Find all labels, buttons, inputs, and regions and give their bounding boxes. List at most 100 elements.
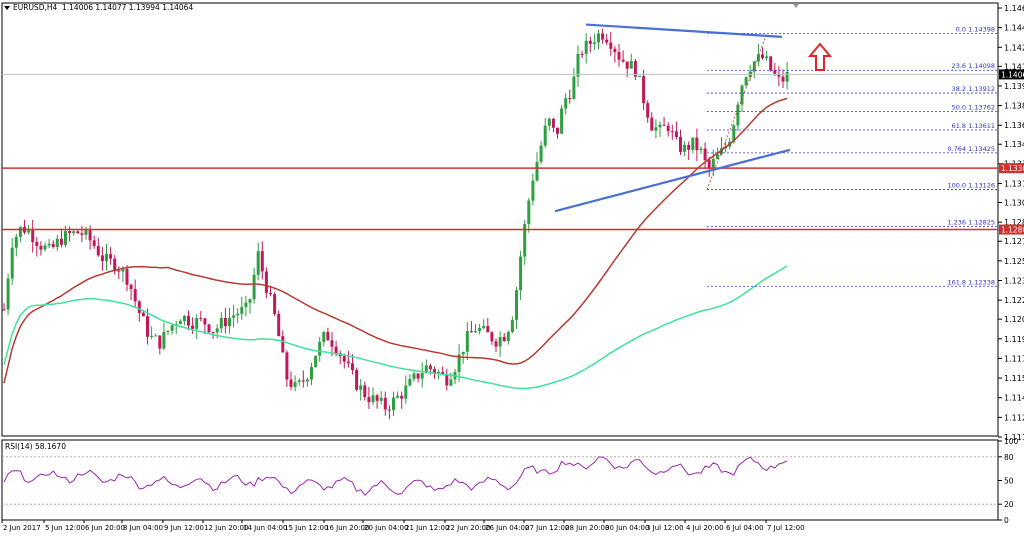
candle [420,362,424,388]
time-tick-label: 26 Jun 04:00 [485,524,529,532]
candle [465,321,469,361]
fib-level-label: 23.6 1.14098 [952,62,995,70]
shift-marker-icon[interactable] [793,4,799,8]
candle [35,237,39,257]
price-tick-label: 1.12545 [1004,257,1024,266]
rsi-panel: 100 80 50 20 0 RSI(14) 58.1670 [2,437,1019,525]
candle [560,104,564,135]
candle [346,351,350,368]
candle [187,310,190,331]
candle [178,319,182,325]
fibonacci-levels[interactable]: 0.0 1.14398 23.6 1.14098 38.2 1.13912 50.0 … [707,25,998,287]
candle [301,370,305,388]
candle [326,327,330,341]
fib-level-label: 1.236 1.12825 [947,218,995,226]
candle [654,119,658,139]
candle [633,58,637,80]
time-tick-label: 12 Jun 20:00 [204,524,248,532]
candle [605,33,609,46]
fib-level-label: 50.0 1.13762 [952,103,995,111]
ma-green-line [3,265,788,390]
candle [752,60,756,79]
candle [469,321,473,333]
candle [506,330,510,345]
rsi-tick-label: 100 [1004,437,1019,446]
candle [273,292,277,317]
candle [289,371,293,391]
candle [580,50,584,59]
candle [527,197,531,233]
candle [43,242,47,252]
trendline-lower[interactable] [554,148,791,213]
candle [396,391,400,399]
current-price-label: 1.14064 [1001,70,1024,79]
trendline-upper[interactable] [585,23,783,38]
price-tick-label: 1.13175 [1004,180,1024,189]
candle [515,286,518,329]
candle [490,330,494,345]
ohlc-label: 1.14006 1.14077 1.13994 1.14064 [62,3,193,12]
candle [711,149,715,177]
price-tick-label: 1.12070 [1004,315,1024,324]
candle [248,298,252,314]
candle [137,300,141,322]
candle [244,295,248,317]
time-tick-label: 6 Jun 20:00 [85,524,125,532]
candle [670,124,674,140]
candle [539,140,543,165]
candle [146,308,149,345]
time-tick-label: 9 Jun 12:00 [164,524,204,532]
candle [707,156,711,177]
candle [412,369,416,382]
time-tick-label: 14 Jun 04:00 [243,524,287,532]
candle [232,304,236,328]
price-tick-label: 1.11750 [1004,354,1024,363]
rsi-tick-label: 80 [1004,453,1014,462]
current-price-tag [999,69,1024,80]
time-tick-label: 22 Jun 20:00 [446,524,490,532]
candle [59,228,63,248]
candle [117,266,121,280]
candle [703,142,707,170]
candle [154,333,158,337]
candle [342,353,346,369]
candle [236,308,240,324]
candle [679,129,682,156]
candle [14,233,18,257]
candle [203,317,207,335]
price-tick-label: 1.13650 [1004,121,1024,130]
candle [445,368,449,391]
level-price-tag [999,163,1024,174]
candle [785,62,789,90]
price-tick-label: 1.12385 [1004,276,1024,285]
candle [662,116,666,126]
candle [277,310,281,337]
candle [191,317,195,334]
rsi-tick-label: 50 [1004,477,1014,486]
candle [55,234,59,251]
candle [601,28,605,44]
ma-red-line [3,97,788,384]
candle [523,220,527,265]
candle [592,33,596,51]
candle [781,69,785,88]
candle [379,391,383,405]
candle [699,146,703,154]
symbol-dropdown-icon[interactable] [4,6,10,10]
candle [199,311,203,322]
time-tick-label: 20 Jun 04:00 [364,524,408,532]
candle [223,308,227,334]
candle [736,101,740,131]
candle [457,343,461,382]
candle [568,89,572,104]
candle [498,331,502,357]
candle [367,386,371,409]
candle [609,31,613,56]
candle [584,33,588,64]
candle [84,226,88,240]
candle [264,267,268,299]
candle [769,55,773,72]
price-panel-frame [1,2,999,437]
